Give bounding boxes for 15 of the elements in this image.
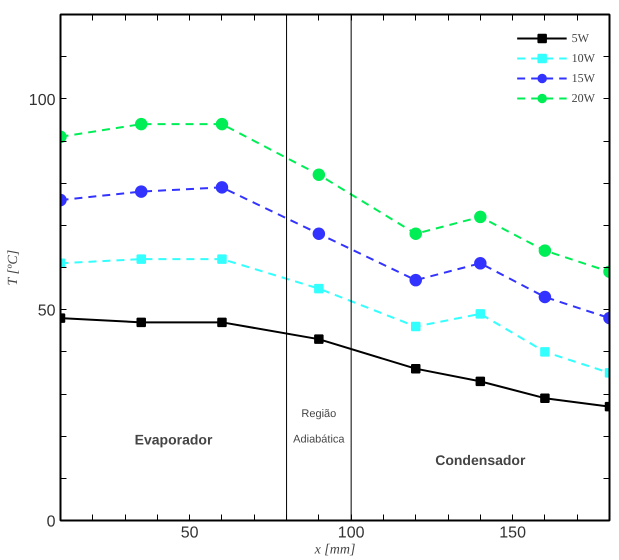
x-tick-label: 50 [180,524,199,542]
legend-label: 15W [572,70,595,86]
y-tick-label: 50 [38,302,56,320]
y-axis-title: T [ºC] [6,250,21,286]
x-tick-label: 100 [338,524,365,542]
y-tick-label: 100 [28,92,56,109]
annotation: Evaporador [134,432,213,448]
legend-label: 5W [572,30,590,46]
legend-label: 10W [572,50,595,66]
annotation: Condensador [435,452,526,468]
x-axis-title: x [mm] [314,542,356,558]
text: Região Adiabática [293,408,345,446]
y-tick-label: 0 [46,514,56,530]
legend-label: 20W [572,90,595,106]
x-tick-label: 150 [499,524,526,542]
